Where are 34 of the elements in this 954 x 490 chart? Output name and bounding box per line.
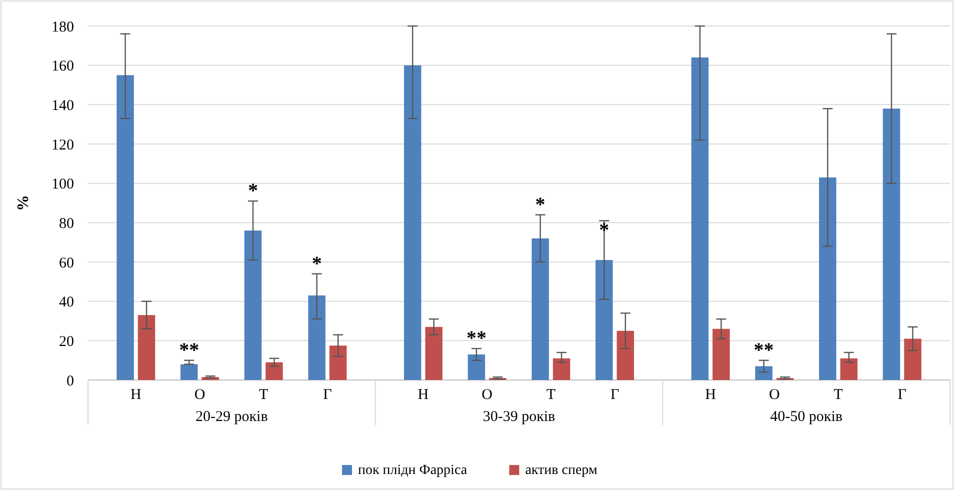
x-tick-label: Т: [834, 387, 843, 403]
y-tick-label: 20: [59, 334, 74, 350]
x-tick-label: Н: [418, 387, 429, 403]
x-tick-label: Г: [898, 387, 907, 403]
y-tick-label: 180: [52, 19, 74, 36]
y-tick-label: 120: [52, 137, 74, 154]
x-tick-label: О: [194, 387, 206, 403]
annotation: *: [312, 252, 322, 275]
y-tick-label: 80: [59, 216, 74, 232]
annotation: *: [535, 194, 546, 216]
legend-label: пок плідн Фарріса: [358, 463, 468, 478]
x-tick-label: Н: [705, 387, 716, 403]
y-tick-label: 140: [52, 98, 74, 114]
x-tick-label: Г: [323, 387, 332, 403]
y-tick-label: 100: [52, 176, 74, 193]
y-axis-title: %: [15, 195, 32, 211]
y-tick-label: 0: [66, 373, 74, 390]
annotation: **: [179, 339, 200, 362]
text: 20-29 років: [196, 409, 268, 425]
x-tick-label: Н: [130, 387, 142, 403]
x-tick-label: О: [482, 387, 493, 403]
x-tick-label: Г: [610, 387, 620, 403]
text: 30-39 років: [482, 409, 556, 425]
annotation: *: [248, 180, 258, 202]
y-tick-label: 160: [52, 58, 74, 75]
annotation: **: [466, 328, 486, 350]
legend-label: актив сперм: [525, 463, 598, 478]
annotation: **: [754, 339, 774, 362]
x-tick-label: Т: [259, 387, 268, 403]
text: 40-50 років: [770, 409, 842, 425]
y-tick-label: 60: [59, 255, 74, 272]
y-tick-label: 40: [59, 294, 74, 311]
x-tick-label: Т: [546, 387, 556, 403]
x-tick-label: О: [768, 387, 780, 403]
